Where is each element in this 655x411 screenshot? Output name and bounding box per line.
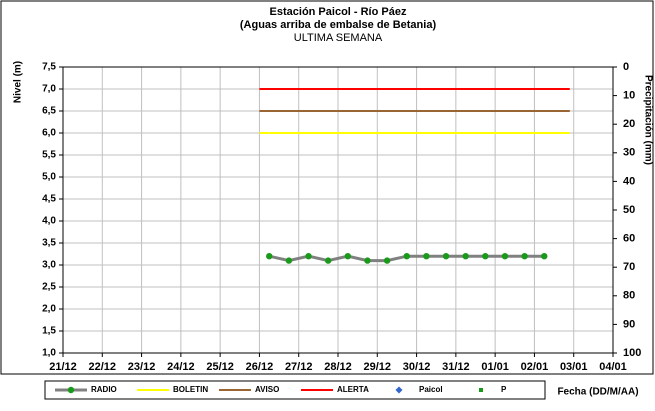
legend-marker bbox=[479, 388, 483, 392]
x-tick-label: 26/12 bbox=[246, 361, 274, 373]
x-tick-label: 04/01 bbox=[599, 361, 627, 373]
data-point bbox=[324, 257, 332, 264]
x-tick-label: 28/12 bbox=[324, 361, 352, 373]
data-point bbox=[482, 253, 489, 260]
y-tick-label: 1,0 bbox=[42, 348, 56, 359]
y-tick-label: 6,0 bbox=[42, 128, 56, 139]
legend-box bbox=[44, 380, 546, 400]
y-tick-label: 4,0 bbox=[42, 216, 56, 227]
data-point bbox=[423, 253, 430, 260]
y2-tick-label: 40 bbox=[623, 175, 635, 187]
y2-tick-label: 60 bbox=[623, 233, 635, 245]
x-tick-label: 02/01 bbox=[521, 361, 549, 373]
chart-frame bbox=[0, 0, 654, 375]
x-tick-label: 23/12 bbox=[128, 361, 156, 373]
legend-label: BOLETIN bbox=[173, 385, 208, 394]
y-tick-label: 2,0 bbox=[42, 304, 56, 315]
legend-marker bbox=[395, 386, 403, 394]
y2-tick-label: 100 bbox=[623, 347, 641, 359]
plot-frame bbox=[62, 66, 614, 354]
legend-label: RADIO bbox=[91, 385, 117, 394]
x-tick-label: 21/12 bbox=[49, 361, 77, 373]
data-point bbox=[521, 253, 528, 260]
data-point bbox=[462, 253, 469, 260]
data-point bbox=[501, 253, 509, 260]
x-tick-label: 22/12 bbox=[89, 361, 117, 373]
x-axis-label: Fecha (DD/M/AA) bbox=[557, 387, 638, 398]
legend-label: Paicol bbox=[419, 385, 443, 394]
y2-tick-label: 90 bbox=[623, 318, 635, 330]
x-tick-label: 31/12 bbox=[442, 361, 470, 373]
y-tick-label: 3,5 bbox=[42, 238, 56, 249]
chart-period: ULTIMA SEMANA bbox=[294, 32, 383, 44]
data-point bbox=[442, 253, 450, 260]
y-axis-label: Nivel (m) bbox=[13, 61, 24, 103]
y2-axis-label: Precipitación (mm) bbox=[642, 75, 653, 165]
y-tick-label: 1,5 bbox=[42, 326, 56, 337]
y-tick-label: 5,0 bbox=[42, 172, 56, 183]
data-point bbox=[403, 253, 410, 260]
x-tick-label: 03/01 bbox=[560, 361, 588, 373]
legend-marker bbox=[67, 386, 75, 394]
data-point bbox=[344, 253, 352, 260]
y2-tick-label: 20 bbox=[623, 118, 635, 130]
data-point bbox=[541, 253, 548, 260]
data-point bbox=[383, 257, 391, 264]
y-tick-label: 7,5 bbox=[42, 62, 56, 73]
y-tick-label: 5,5 bbox=[42, 150, 56, 161]
x-tick-label: 25/12 bbox=[206, 361, 234, 373]
x-tick-label: 24/12 bbox=[167, 361, 195, 373]
x-tick-label: 01/01 bbox=[481, 361, 509, 373]
legend-label: P bbox=[501, 385, 507, 394]
chart-subtitle: (Aguas arriba de embalse de Betania) bbox=[240, 19, 437, 31]
data-point bbox=[285, 257, 293, 264]
y-tick-label: 7,0 bbox=[42, 84, 56, 95]
legend-label: AVISO bbox=[255, 385, 279, 394]
data-point bbox=[305, 253, 312, 260]
y-tick-label: 4,5 bbox=[42, 194, 56, 205]
y2-tick-label: 10 bbox=[623, 90, 635, 102]
y2-tick-label: 70 bbox=[623, 261, 635, 273]
legend-label: ALERTA bbox=[337, 385, 369, 394]
y-tick-label: 6,5 bbox=[42, 106, 56, 117]
x-tick-label: 30/12 bbox=[403, 361, 431, 373]
data-point bbox=[266, 253, 273, 260]
y-tick-label: 2,5 bbox=[42, 282, 56, 293]
data-point bbox=[364, 257, 371, 264]
y-tick-label: 3,0 bbox=[42, 260, 56, 271]
y2-tick-label: 80 bbox=[623, 290, 635, 302]
x-tick-label: 29/12 bbox=[364, 361, 392, 373]
y2-tick-label: 50 bbox=[623, 204, 635, 216]
chart-title: Estación Paicol - Río Páez bbox=[270, 6, 407, 18]
y2-tick-label: 0 bbox=[623, 61, 629, 73]
x-tick-label: 27/12 bbox=[285, 361, 313, 373]
y2-tick-label: 30 bbox=[623, 147, 635, 159]
